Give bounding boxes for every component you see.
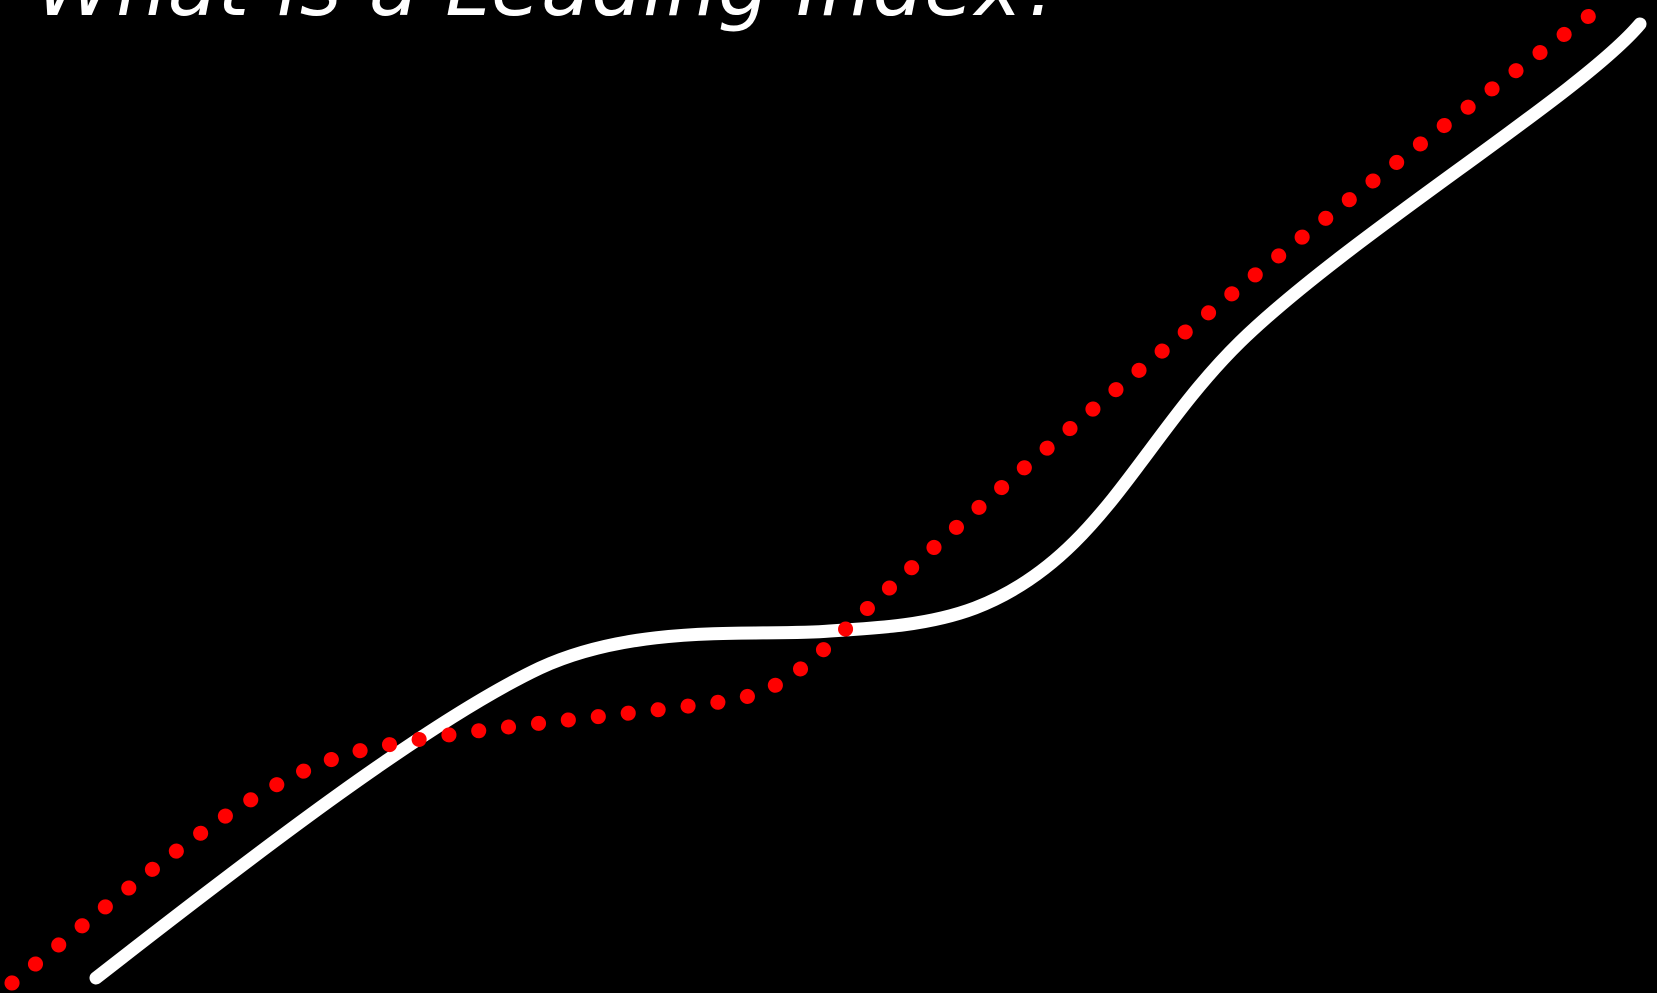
dotted-curve xyxy=(4,2,1605,991)
slide-title: What is a Leading Index? xyxy=(36,0,1066,28)
solid-curve xyxy=(89,17,1647,985)
